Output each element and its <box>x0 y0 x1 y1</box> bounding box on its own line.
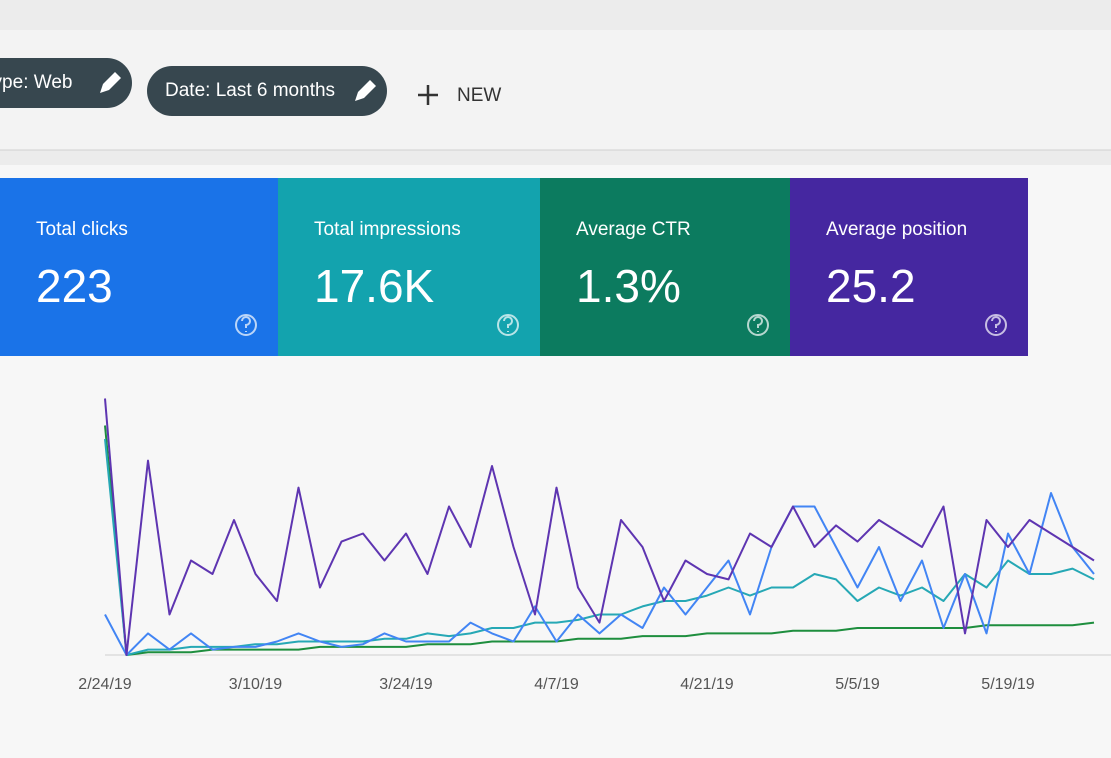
card-bg <box>278 178 540 356</box>
help-icon <box>747 314 769 336</box>
plus-icon <box>418 85 438 105</box>
card-title: Average position <box>826 219 967 240</box>
chip-bg <box>147 66 387 116</box>
new-label: NEW <box>457 85 501 106</box>
help-icon <box>985 314 1007 336</box>
card-value: 223 <box>36 260 113 312</box>
filter-chip[interactable]: Type: Web <box>0 58 132 108</box>
filter-chip[interactable]: Date: Last 6 months <box>147 66 387 116</box>
series-line <box>104 425 1095 656</box>
series-line <box>104 398 1095 656</box>
x-tick-label: 4/21/19 <box>680 676 733 693</box>
card-title: Total impressions <box>314 219 461 240</box>
help-icon-mark <box>991 316 1001 332</box>
card-value: 25.2 <box>826 260 916 312</box>
help-icon-mark <box>753 316 763 332</box>
card-bg <box>790 178 1028 356</box>
help-icon <box>497 314 519 336</box>
chip-bg <box>0 58 132 108</box>
series-line <box>104 492 1095 656</box>
chart: 2/24/19 3/10/19 3/24/19 4/7/19 4/21/19 5/5/19… <box>78 398 1111 693</box>
metric-card[interactable]: Total clicks 223 <box>0 178 278 356</box>
card-title: Average CTR <box>576 219 691 240</box>
edit-icon <box>355 80 376 101</box>
help-icon-mark <box>503 316 513 332</box>
x-tick-label: 3/24/19 <box>379 676 432 693</box>
x-tick-label: 2/24/19 <box>78 676 131 693</box>
x-tick-label: 5/5/19 <box>835 676 880 693</box>
x-tick-label: 3/10/19 <box>229 676 282 693</box>
card-value: 1.3% <box>576 260 681 312</box>
help-icon-mark <box>241 316 251 332</box>
chip-label: Date: Last 6 months <box>165 80 335 101</box>
x-tick-label: 4/7/19 <box>534 676 579 693</box>
card-value: 17.6K <box>314 260 435 312</box>
metric-cards: Total clicks 223 Total impressions 17.6K Ave… <box>0 178 1028 356</box>
metric-card[interactable]: Total impressions 17.6K <box>278 178 540 356</box>
chip-label: Type: Web <box>0 72 72 93</box>
x-tick-label: 5/19/19 <box>981 676 1034 693</box>
new-button[interactable]: NEW <box>418 85 501 106</box>
card-bg <box>0 178 278 356</box>
help-icon <box>235 314 257 336</box>
metric-card[interactable]: Average position 25.2 <box>790 178 1028 356</box>
edit-icon <box>100 72 121 93</box>
card-title: Total clicks <box>36 219 128 240</box>
metric-card[interactable]: Average CTR 1.3% <box>540 178 790 356</box>
